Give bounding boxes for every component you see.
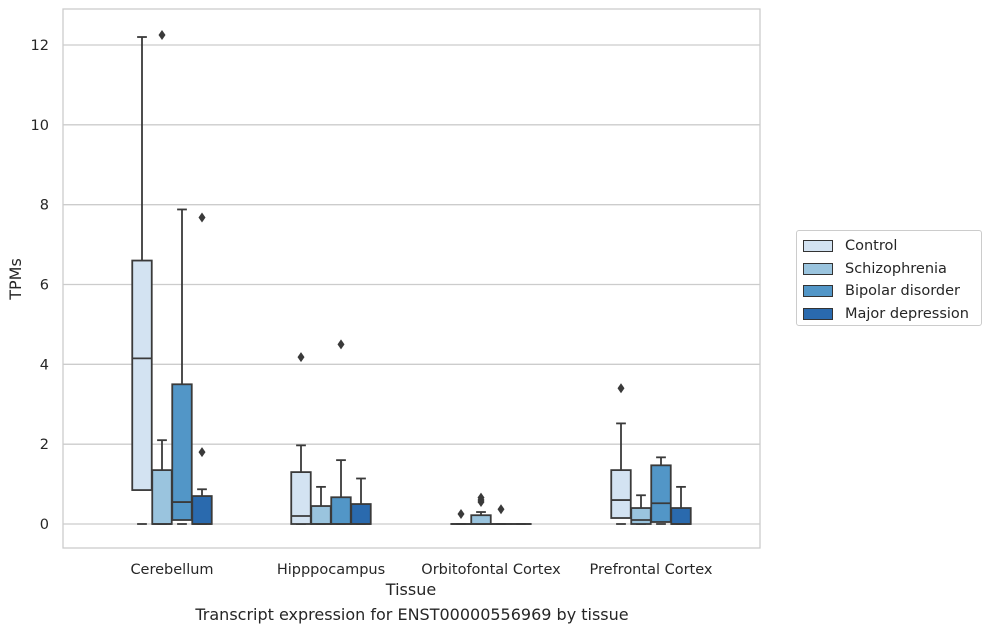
x-tick-labels: Cerebellum Hipppocampus Orbitofontal Corte…: [130, 562, 712, 578]
y-tick-labels: 0 2 4 6 8 10 12: [31, 38, 49, 533]
y-tick-label: 12: [31, 38, 49, 54]
box-major-depression-1: [350, 477, 372, 525]
box-bipolar-disorder-3: [650, 456, 672, 525]
box-iqr: [310, 505, 332, 525]
plot-area-frame: [62, 8, 761, 549]
outlier-point: [617, 383, 625, 394]
legend-label: Schizophrenia: [845, 260, 947, 277]
x-tick-label: Orbitofontal Cortex: [421, 562, 561, 578]
y-axis-label: TPMs: [6, 258, 25, 301]
gridlines: [63, 44, 760, 525]
box-schizophrenia-1: [310, 485, 332, 525]
box-groups: [131, 30, 692, 525]
legend: Control Schizophrenia Bipolar disorder Majo…: [796, 230, 982, 326]
y-tick-label: 4: [40, 357, 49, 373]
x-axis-label: Tissue: [385, 580, 436, 599]
y-tick-label: 2: [40, 437, 49, 453]
box-bipolar-disorder-1: [330, 339, 352, 525]
legend-label: Bipolar disorder: [845, 283, 960, 299]
outlier-point: [477, 492, 485, 503]
outlier-point: [158, 30, 166, 41]
box-control-3: [610, 383, 632, 525]
outlier-point: [297, 352, 305, 363]
box-schizophrenia-0: [151, 30, 173, 525]
box-iqr: [171, 383, 193, 521]
box-schizophrenia-2: [470, 492, 492, 525]
box-major-depression-3: [670, 485, 692, 525]
box-iqr: [650, 464, 672, 523]
box-iqr: [151, 469, 173, 525]
box-iqr: [290, 471, 312, 525]
legend-swatch: [803, 262, 833, 275]
box-bipolar-disorder-0: [171, 208, 193, 525]
outlier-point: [198, 447, 206, 458]
x-tick-label: Hipppocampus: [277, 562, 385, 578]
box-control-0: [131, 36, 153, 525]
x-tick-label: Prefrontal Cortex: [590, 562, 713, 578]
box-major-depression-0: [191, 212, 213, 525]
box-iqr: [670, 507, 692, 525]
legend-swatch: [803, 240, 833, 252]
box-iqr: [131, 259, 153, 491]
x-tick-label: Cerebellum: [130, 562, 213, 578]
legend-label: Control: [845, 238, 898, 254]
y-tick-label: 10: [31, 118, 49, 134]
outlier-point: [497, 504, 505, 515]
box-iqr: [330, 496, 352, 525]
legend-swatch: [803, 307, 833, 320]
legend-swatch: [803, 285, 833, 297]
y-tick-label: 8: [40, 198, 49, 214]
box-iqr: [630, 507, 652, 525]
box-bipolar-disorder-2: [490, 504, 512, 525]
box-control-1: [290, 352, 312, 525]
chart-caption: Transcript expression for ENST0000055696…: [195, 605, 629, 624]
box-iqr: [191, 495, 213, 525]
legend-label: Major depression: [845, 305, 969, 322]
box-control-2: [450, 509, 472, 525]
box-iqr: [470, 514, 492, 525]
box-schizophrenia-3: [630, 494, 652, 525]
box-iqr: [610, 469, 632, 519]
y-tick-label: 0: [40, 517, 49, 533]
outlier-point: [198, 212, 206, 223]
outlier-point: [457, 509, 465, 520]
y-tick-label: 6: [40, 278, 49, 294]
box-iqr: [350, 503, 372, 525]
outlier-point: [337, 339, 345, 350]
